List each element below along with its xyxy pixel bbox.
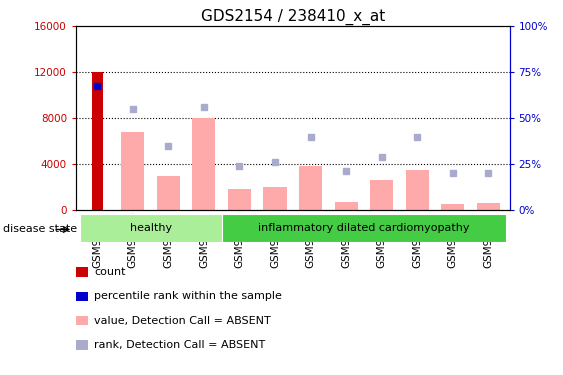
Bar — [370, 180, 393, 210]
Text: rank, Detection Call = ABSENT: rank, Detection Call = ABSENT — [94, 340, 265, 350]
Bar — [228, 189, 251, 210]
Bar — [299, 166, 322, 210]
Text: disease state: disease state — [3, 224, 77, 234]
Bar — [79, 214, 222, 242]
Bar — [334, 202, 358, 210]
Text: inflammatory dilated cardiomyopathy: inflammatory dilated cardiomyopathy — [258, 223, 470, 233]
Bar — [121, 132, 144, 210]
Bar — [92, 72, 102, 210]
Bar — [157, 176, 180, 210]
Text: count: count — [94, 267, 126, 277]
Bar — [193, 118, 216, 210]
Bar — [222, 214, 506, 242]
Title: GDS2154 / 238410_x_at: GDS2154 / 238410_x_at — [200, 9, 385, 25]
Text: value, Detection Call = ABSENT: value, Detection Call = ABSENT — [94, 316, 271, 326]
Text: healthy: healthy — [129, 223, 172, 233]
Bar — [405, 170, 428, 210]
Bar — [263, 187, 287, 210]
Bar — [441, 204, 464, 210]
Bar — [477, 203, 500, 210]
Text: percentile rank within the sample: percentile rank within the sample — [94, 291, 282, 301]
